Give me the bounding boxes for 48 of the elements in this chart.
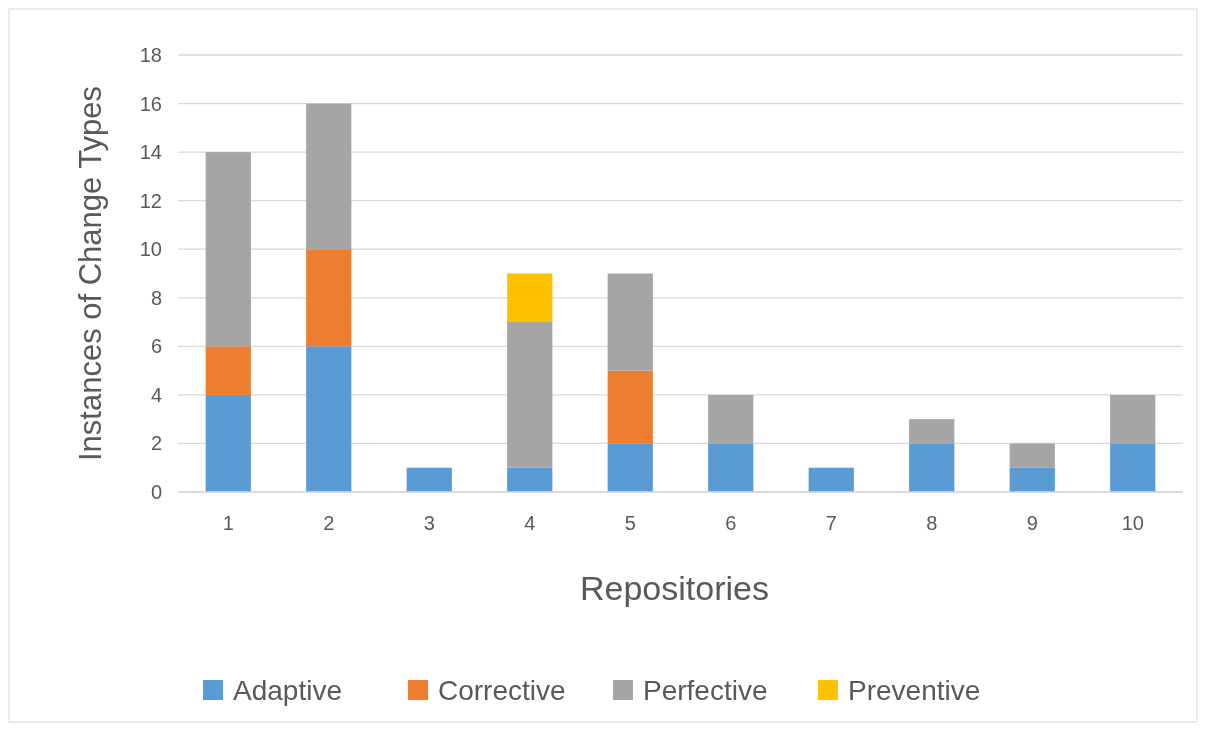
y-tick-label: 14 xyxy=(139,141,162,164)
bar xyxy=(909,443,955,492)
y-tick-label: 2 xyxy=(150,432,162,455)
bar xyxy=(1110,443,1156,492)
bar xyxy=(808,467,854,492)
x-axis-title: Repositories xyxy=(580,569,769,607)
bar xyxy=(205,152,251,347)
y-tick-label: 0 xyxy=(150,481,162,503)
bar xyxy=(607,370,653,444)
x-tick-label: 7 xyxy=(825,512,837,534)
bar xyxy=(708,394,754,444)
x-tick-label: 4 xyxy=(524,512,536,534)
x-tick-label: 3 xyxy=(423,512,435,534)
bar xyxy=(607,443,653,492)
y-tick-label: 12 xyxy=(139,189,162,212)
bar xyxy=(1009,443,1055,468)
y-tick-label: 18 xyxy=(139,44,162,66)
x-tick-label: 6 xyxy=(725,512,737,534)
x-tick-label: 1 xyxy=(222,512,234,534)
bar xyxy=(1110,394,1156,444)
bar xyxy=(607,273,653,371)
bar xyxy=(708,443,754,492)
y-axis-title: Instances of Change Types xyxy=(73,85,108,462)
bar xyxy=(406,467,452,492)
x-tick-label: 2 xyxy=(323,512,335,534)
bar xyxy=(507,273,553,323)
bar xyxy=(306,103,352,250)
y-tick-label: 8 xyxy=(150,286,162,309)
x-tick-label: 8 xyxy=(926,512,938,534)
bar xyxy=(306,346,352,492)
bar xyxy=(205,346,251,395)
y-tick-label: 6 xyxy=(150,335,162,358)
bar xyxy=(306,249,352,347)
y-tick-label: 16 xyxy=(139,92,162,115)
x-tick-label: 10 xyxy=(1121,512,1144,534)
legend-label: Corrective xyxy=(438,674,566,706)
legend-label: Adaptive xyxy=(233,674,342,706)
bar xyxy=(909,419,955,444)
legend-label: Perfective xyxy=(643,674,768,706)
y-tick-label: 10 xyxy=(139,238,162,261)
y-tick-label: 4 xyxy=(150,383,162,406)
bar xyxy=(205,394,251,492)
x-tick-label: 9 xyxy=(1026,512,1038,534)
bar xyxy=(507,467,553,492)
legend-label: Preventive xyxy=(848,674,981,706)
bar xyxy=(507,322,553,468)
bar xyxy=(1009,467,1055,492)
x-tick-label: 5 xyxy=(624,512,636,534)
